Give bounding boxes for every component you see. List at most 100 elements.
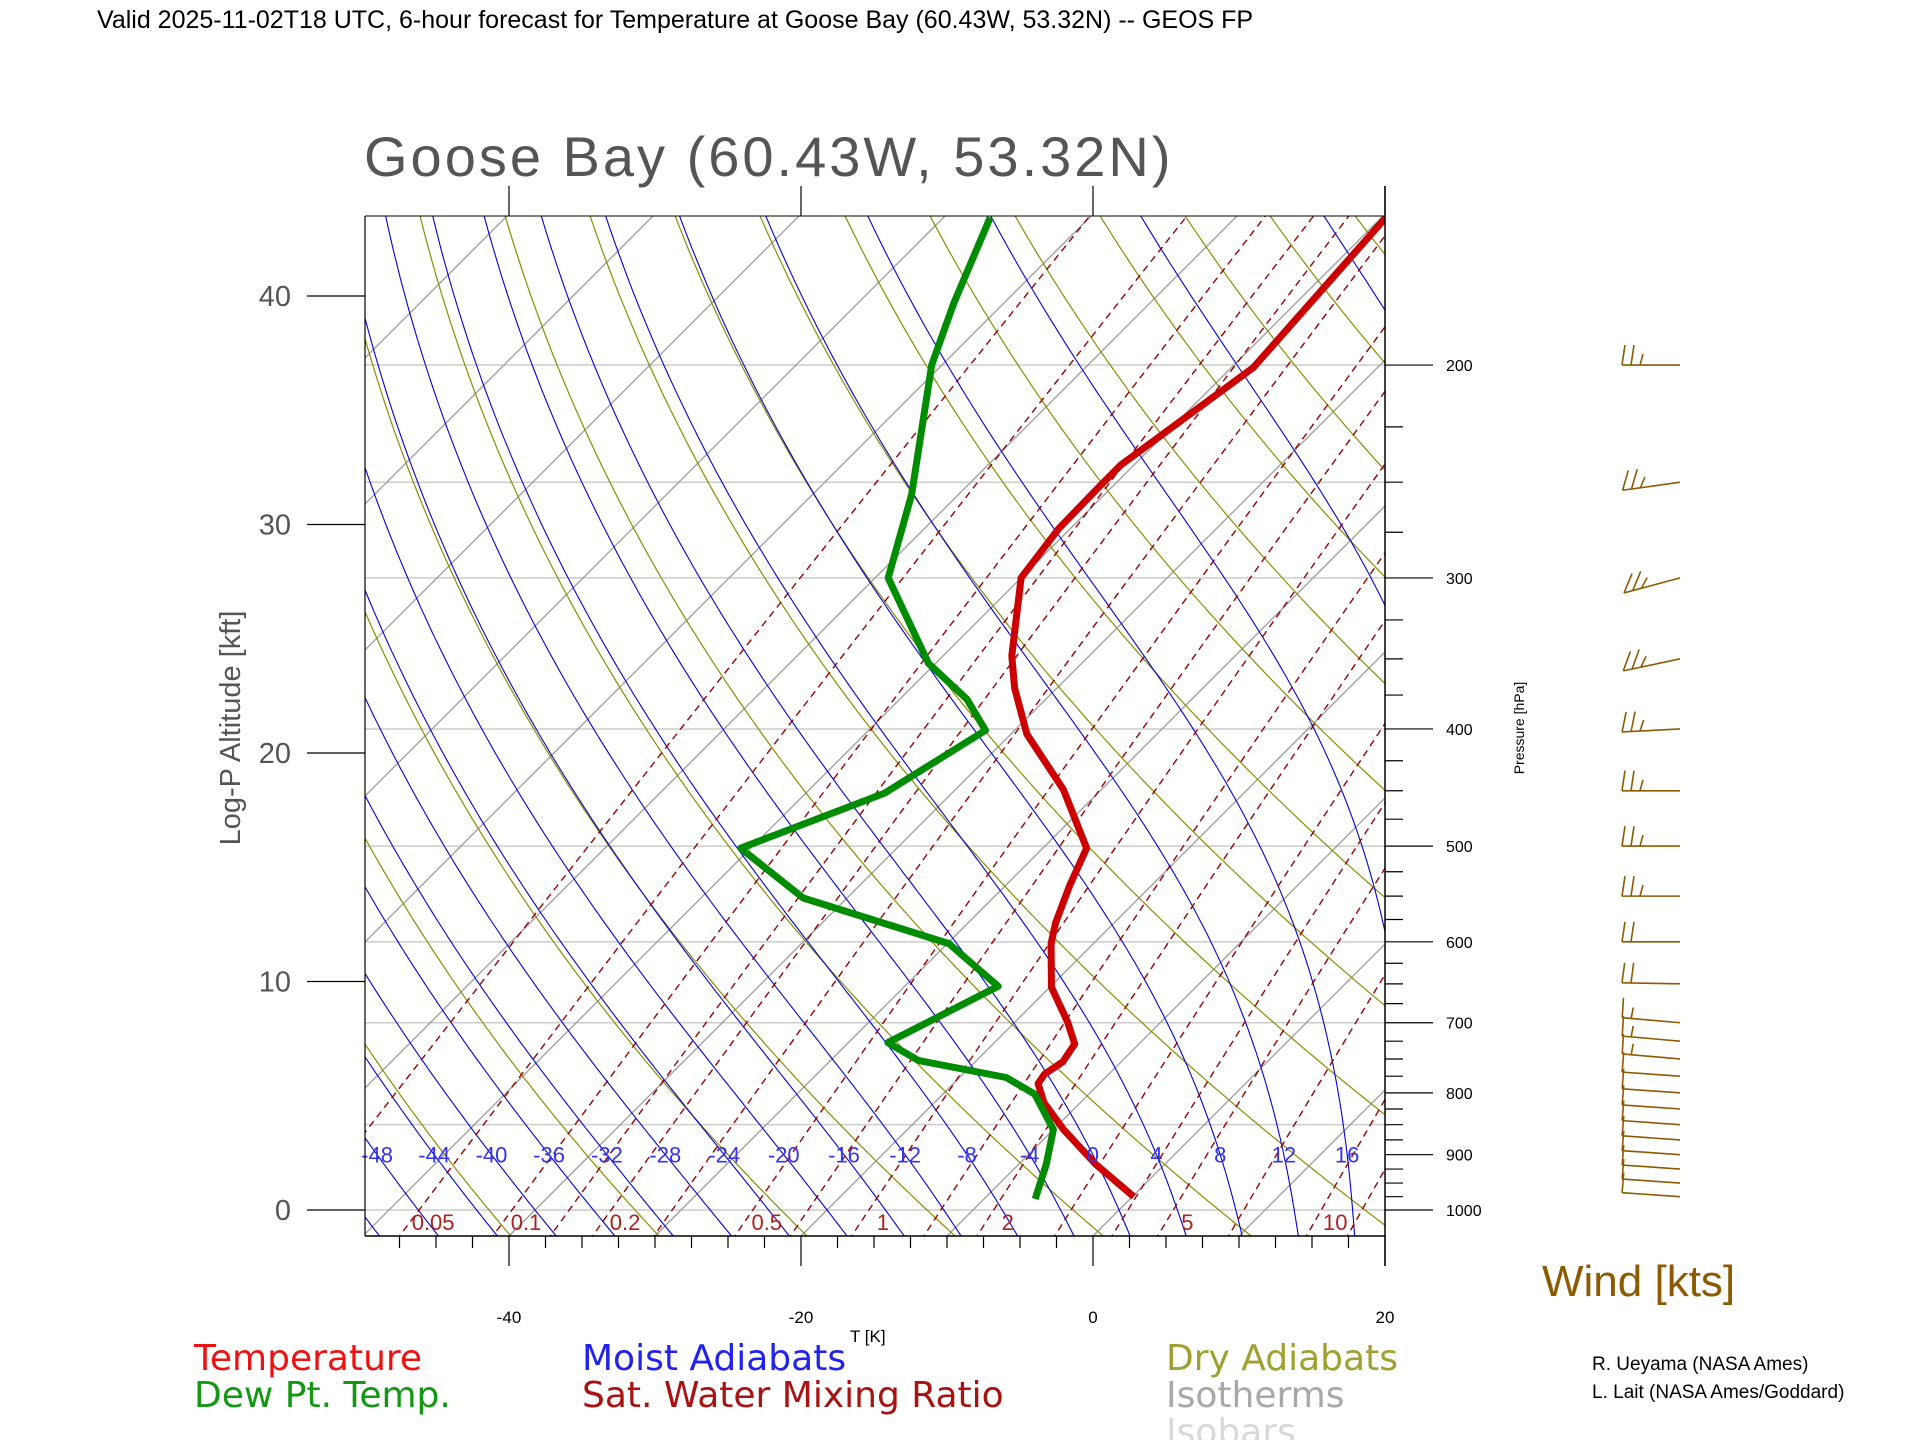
mixing-ratio-line [1111, 801, 1385, 1236]
wind-barb-shaft [1622, 1164, 1681, 1170]
dry-adiabat-line [1184, 216, 1385, 472]
moist-adiabat-label: -24 [708, 1143, 740, 1168]
wind-barb-feather [1621, 1159, 1625, 1180]
isotherm-line [365, 216, 946, 797]
mixing-ratio-label: 10 [1323, 1210, 1347, 1235]
wind-barb-shaft [1622, 1135, 1681, 1141]
wind-barb-feather [1622, 651, 1632, 672]
isotherm-line [1818, 178, 1920, 1241]
x-tick-label: 0 [1088, 1308, 1097, 1327]
wind-barb [1621, 1084, 1681, 1110]
moist-adiabat-line [765, 216, 1299, 1236]
dry-adiabat-line [1660, 178, 1920, 1241]
moist-adiabat-line [385, 216, 962, 1236]
y-tick-label: 40 [259, 281, 291, 313]
legend: Temperature Dew Pt. Temp. Moist Adiabats… [193, 1338, 1398, 1440]
moist-adiabat-label: 12 [1272, 1143, 1296, 1168]
isotherm-line [946, 797, 1385, 1236]
wind-barb-shaft [1622, 1178, 1681, 1184]
isotherm-line [365, 216, 508, 359]
profiles [737, 216, 1385, 1200]
moist-adiabat-label: 8 [1214, 1143, 1226, 1168]
wind-barb-feather [1639, 476, 1646, 489]
wind-barb-feather [1621, 470, 1630, 491]
x-tick-label: 20 [1376, 1308, 1395, 1327]
moist-adiabat-line [867, 216, 1356, 1236]
mixing-ratio-line [1464, 178, 1920, 1241]
wind-barb-shaft [1622, 1191, 1681, 1198]
wind-barb-shaft [1622, 1088, 1681, 1094]
x-axis-label: T [K] [850, 1327, 886, 1346]
wind-barb-shaft [1622, 1119, 1681, 1126]
wind-barb-feather [1630, 344, 1635, 366]
wind-barb-feather [1621, 1130, 1625, 1151]
wind-barb [1621, 825, 1680, 847]
wind-barb-feather [1639, 884, 1644, 897]
y-tick-label: 0 [275, 1195, 291, 1227]
y2-tick-label: 700 [1446, 1016, 1473, 1033]
mixing-ratio-label: 0.2 [610, 1210, 641, 1235]
moist-adiabat-line [365, 794, 675, 1236]
moist-adiabat-label: -4 [1020, 1143, 1040, 1168]
temperature-profile-line [1008, 216, 1385, 1200]
y2-tick-label: 400 [1446, 722, 1473, 739]
wind-barb-shaft [1622, 1035, 1681, 1042]
wind-barb [1621, 1052, 1681, 1077]
mixing-ratio-line [491, 216, 1267, 1236]
dry-adiabat-line [1014, 216, 1385, 685]
wind-barb [1622, 649, 1681, 672]
dry-adiabat-line [365, 836, 660, 1236]
wind-barb-feather [1630, 1025, 1635, 1038]
wind-barb-feather [1621, 1172, 1625, 1193]
wind-barb-feather [1639, 779, 1644, 791]
legend-temperature: Temperature [193, 1338, 422, 1379]
legend-moist-adiabats: Moist Adiabats [582, 1338, 846, 1379]
mixing-ratio-line [365, 216, 1091, 1134]
wind-barb [1621, 468, 1681, 492]
mixing-ratio-line [850, 462, 1385, 1236]
y-axis-label: Log-P Altitude [kft] [215, 611, 247, 846]
y2-tick-label: 300 [1446, 571, 1473, 588]
isotherm-line [0, 178, 107, 1241]
mixing-ratio-labels: 0.05 0.1 0.2 0.5 1 2 5 10 [412, 1210, 1348, 1235]
isotherm-line [365, 216, 654, 505]
isotherm-line [365, 216, 1092, 943]
wind-barb-shaft [1622, 1053, 1681, 1060]
mixing-ratio-line [652, 234, 1385, 1236]
legend-mixing-ratio: Sat. Water Mixing Ratio [582, 1375, 1004, 1416]
moist-adiabat-line [990, 216, 1385, 935]
mixing-ratio-label: 0.05 [412, 1210, 455, 1235]
moist-adiabat-line [365, 465, 848, 1236]
axes: 0102030402003004005006007008009001000-40… [259, 186, 1482, 1327]
isotherm-line [1384, 1235, 1385, 1236]
x-tick-label: -40 [497, 1308, 522, 1327]
wind-barb-feather [1630, 876, 1635, 897]
wind-barb-feather [1630, 825, 1635, 847]
wind-barb-feather [1621, 770, 1626, 791]
wind-barb-feather [1640, 656, 1647, 668]
mixing-ratio-line [1227, 973, 1385, 1236]
y-tick-label: 30 [259, 510, 291, 542]
wind-barb-feather [1621, 1115, 1625, 1136]
y-tick-label: 10 [259, 967, 291, 999]
wind-barb [1621, 1100, 1681, 1126]
dry-adiabat-line [1743, 178, 1920, 1241]
moist-adiabat-label: -28 [649, 1143, 681, 1168]
dry-adiabat-line [674, 216, 1385, 1116]
wind-barb-feather [1630, 1007, 1635, 1019]
moist-adiabat-labels: -48 -44 -40 -36 -32 -28 -24 -20 -16 -12 -8 -4 0 4 8 12 1… [361, 1143, 1359, 1168]
dry-adiabat-line [365, 610, 808, 1236]
moist-adiabat-label: 16 [1335, 1143, 1359, 1168]
mixing-ratio-line [1346, 1167, 1385, 1236]
wind-barb-feather [1630, 921, 1635, 942]
isotherm-line [365, 216, 1384, 1235]
legend-dewpoint: Dew Pt. Temp. [194, 1375, 451, 1416]
wind-barb-shaft [1622, 1071, 1681, 1077]
mixing-ratio-line [1156, 866, 1385, 1236]
mixing-ratio-line [591, 216, 1350, 1236]
moist-adiabat-line [365, 315, 905, 1236]
wind-barb-feather [1621, 1052, 1625, 1073]
moist-adiabat-label: -8 [957, 1143, 977, 1168]
wind-barb-feather [1621, 876, 1626, 897]
